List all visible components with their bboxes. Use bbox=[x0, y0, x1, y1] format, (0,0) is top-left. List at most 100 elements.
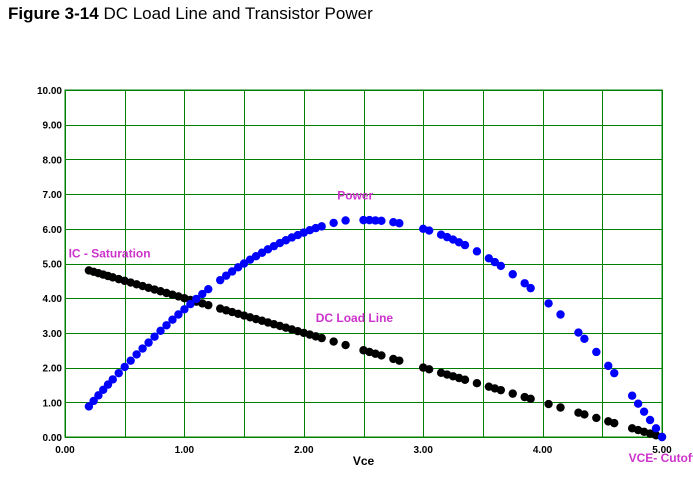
data-point bbox=[556, 310, 565, 319]
data-point bbox=[174, 310, 183, 319]
data-point bbox=[329, 337, 338, 346]
data-point bbox=[204, 284, 213, 294]
y-tick-label: 3.00 bbox=[43, 329, 63, 340]
data-point bbox=[508, 389, 517, 398]
data-point bbox=[216, 275, 225, 285]
data-point bbox=[472, 247, 482, 256]
data-point bbox=[186, 299, 195, 309]
x-tick-label: 2.00 bbox=[294, 445, 314, 456]
grid bbox=[65, 90, 663, 438]
data-point bbox=[395, 356, 404, 365]
data-point bbox=[120, 362, 129, 372]
y-tick-label: 8.00 bbox=[43, 155, 63, 166]
data-point bbox=[84, 402, 94, 411]
data-point bbox=[108, 375, 117, 384]
data-point bbox=[126, 356, 135, 365]
data-point bbox=[359, 215, 368, 225]
data-point bbox=[114, 368, 123, 378]
data-point bbox=[424, 226, 434, 235]
series bbox=[84, 215, 667, 442]
data-point bbox=[162, 321, 171, 330]
annotation-label: VCE- Cutoff bbox=[629, 451, 693, 465]
data-point bbox=[526, 283, 535, 293]
data-point bbox=[168, 315, 177, 324]
data-point bbox=[460, 240, 470, 250]
plot-frame bbox=[64, 89, 663, 438]
data-point bbox=[651, 424, 661, 433]
data-point bbox=[377, 216, 386, 226]
data-point bbox=[574, 328, 583, 337]
data-point bbox=[395, 219, 404, 228]
data-point bbox=[484, 254, 494, 263]
data-point bbox=[138, 344, 147, 353]
x-tick-label: 5.00 bbox=[652, 445, 672, 456]
data-point bbox=[221, 271, 231, 280]
data-point bbox=[233, 263, 243, 272]
x-tick-label: 1.00 bbox=[175, 445, 195, 456]
data-point bbox=[580, 410, 589, 419]
data-point bbox=[132, 350, 141, 359]
annotation-label: Power bbox=[337, 189, 373, 203]
data-point bbox=[144, 338, 153, 347]
series-dc-load-line bbox=[84, 266, 667, 442]
x-tick-label: 3.00 bbox=[413, 445, 433, 456]
annotations: IC - Saturation Power DC Load Line VCE- Cut… bbox=[69, 189, 693, 465]
figure-caption: DC Load Line and Transistor Power bbox=[103, 4, 373, 23]
data-point bbox=[317, 333, 326, 343]
data-point bbox=[496, 261, 506, 271]
data-point bbox=[633, 399, 643, 408]
data-point bbox=[227, 267, 237, 276]
data-point bbox=[490, 257, 500, 267]
data-point bbox=[639, 407, 649, 416]
data-point bbox=[424, 365, 434, 374]
data-point bbox=[580, 334, 589, 343]
annotation-label: DC Load Line bbox=[316, 311, 394, 325]
data-point bbox=[329, 218, 338, 228]
y-tick-label: 5.00 bbox=[43, 260, 63, 271]
y-tick-label: 2.00 bbox=[43, 364, 63, 375]
y-tick-label: 1.00 bbox=[43, 398, 63, 409]
data-point bbox=[180, 305, 189, 314]
data-point bbox=[94, 391, 103, 400]
x-tick-label: 4.00 bbox=[533, 445, 553, 456]
data-point bbox=[544, 399, 553, 409]
data-point bbox=[472, 379, 482, 388]
data-point bbox=[460, 375, 470, 384]
data-point bbox=[645, 415, 655, 425]
y-tick-label: 7.00 bbox=[43, 190, 63, 201]
data-point bbox=[520, 279, 529, 288]
series-power bbox=[84, 215, 667, 442]
data-point bbox=[239, 259, 249, 268]
data-point bbox=[544, 299, 553, 308]
data-point bbox=[89, 396, 98, 406]
data-point bbox=[496, 385, 506, 395]
y-tick-label: 0.00 bbox=[43, 433, 63, 444]
y-tick-label: 6.00 bbox=[43, 225, 63, 236]
annotation-label: IC - Saturation bbox=[69, 246, 151, 260]
y-tick-label: 9.00 bbox=[43, 121, 63, 132]
data-point bbox=[204, 300, 213, 310]
data-point bbox=[657, 432, 667, 442]
x-tick-label: 0.00 bbox=[55, 445, 75, 456]
data-point bbox=[371, 216, 380, 225]
tick-labels: 0.00 1.00 2.00 3.00 4.00 5.00 6.00 7.00 8.00 9.00… bbox=[37, 86, 672, 456]
data-point bbox=[604, 361, 613, 371]
data-point bbox=[556, 403, 565, 412]
data-point bbox=[377, 351, 386, 360]
y-tick-label: 10.00 bbox=[37, 86, 62, 97]
x-axis-label: Vce bbox=[353, 454, 375, 468]
data-point bbox=[508, 270, 517, 279]
data-point bbox=[341, 216, 350, 225]
data-point bbox=[627, 391, 637, 400]
y-tick-label: 4.00 bbox=[43, 294, 63, 305]
figure-title: Figure 3-14 DC Load Line and Transistor … bbox=[8, 4, 373, 24]
data-point bbox=[365, 215, 374, 225]
data-point bbox=[610, 418, 619, 428]
data-point bbox=[592, 413, 601, 423]
data-point bbox=[150, 332, 159, 341]
data-point bbox=[156, 326, 165, 336]
data-point bbox=[341, 340, 350, 350]
figure-number: Figure 3-14 bbox=[8, 4, 99, 23]
data-point bbox=[610, 368, 619, 378]
